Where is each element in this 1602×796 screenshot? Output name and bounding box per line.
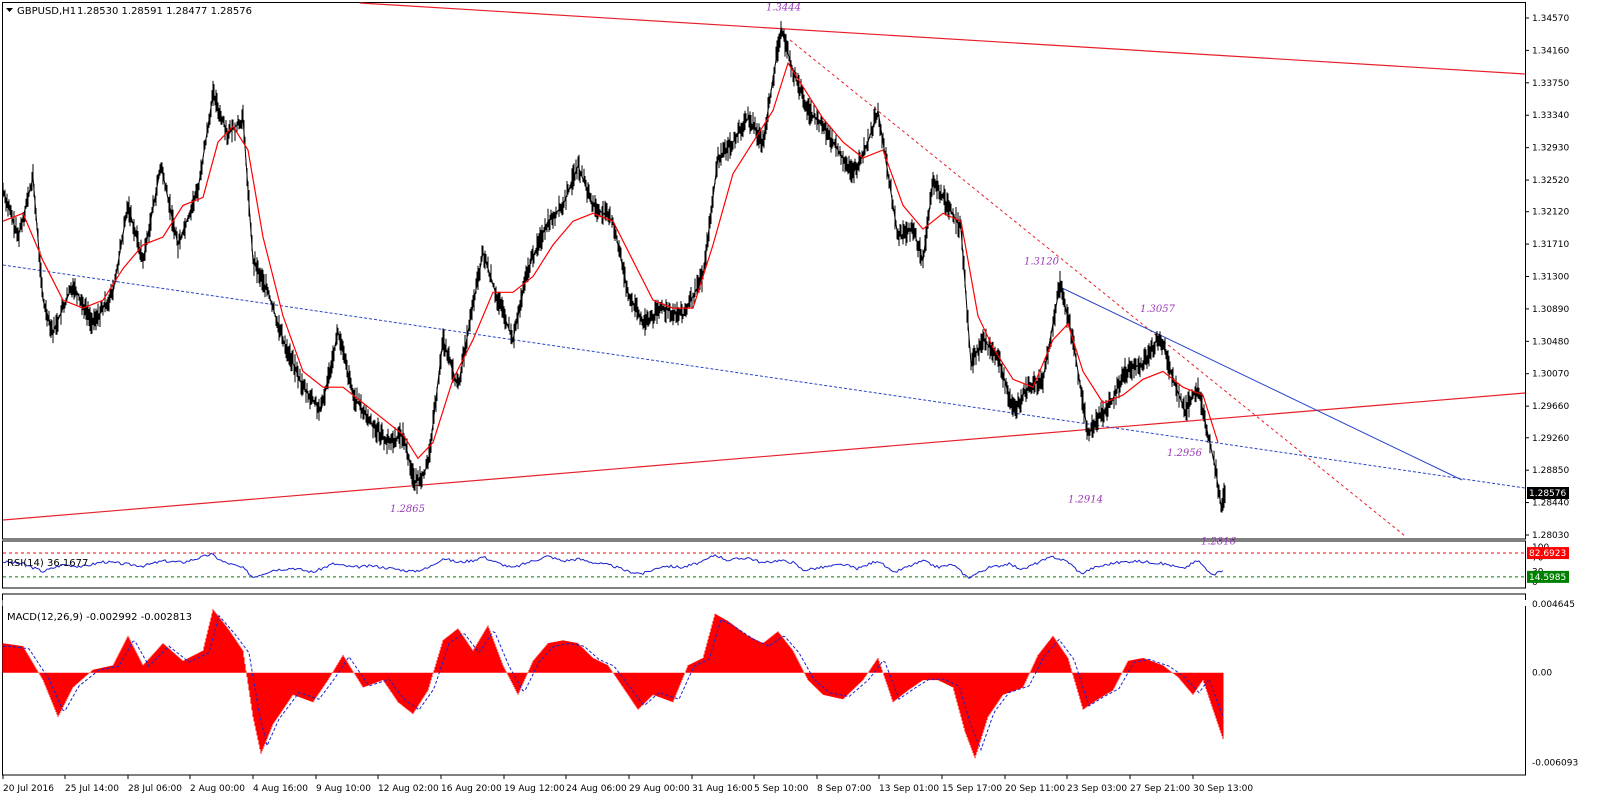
current-price-badge: 1.28576 <box>1527 487 1569 499</box>
time-axis-tick-label: 19 Aug 12:00 <box>504 784 565 794</box>
time-axis: 20 Jul 2016 25 Jul 14:00 28 Jul 06:00 2 Aug… <box>2 775 1253 794</box>
price-line <box>2 28 1226 506</box>
ohlc-readout: 1.28530 1.28591 1.28477 1.28576 <box>77 6 252 17</box>
rsi-line <box>2 552 1224 579</box>
moving-average-line <box>2 61 1219 460</box>
time-axis-tick-label: 5 Sep 10:00 <box>754 784 809 794</box>
price-axis-tick-label: 1.28030 <box>1532 531 1569 541</box>
price-annotation-label: 1.3057 <box>1140 304 1176 315</box>
price-annotation-label: 1.2956 <box>1167 448 1203 459</box>
price-annotation-label: 1.3444 <box>766 2 801 13</box>
price-axis-tick-label: 1.34570 <box>1532 14 1569 24</box>
current-price-text: 1.28576 <box>1529 489 1566 499</box>
price-axis-tick-label: 1.30480 <box>1532 337 1569 347</box>
time-axis-tick-label: 25 Jul 14:00 <box>65 784 119 794</box>
price-annotation-label: 1.2865 <box>390 504 425 515</box>
time-axis-tick-label: 29 Aug 00:00 <box>629 784 690 794</box>
macd-histogram <box>2 609 1224 759</box>
macd-header: MACD(12,26,9) -0.002992 -0.002813 <box>7 612 192 623</box>
time-axis-tick-label: 12 Aug 02:00 <box>378 784 439 794</box>
price-axis-tick-label: 1.28850 <box>1532 466 1569 476</box>
time-axis-tick-label: 31 Aug 16:00 <box>692 784 753 794</box>
price-axis: 1.34570 1.34160 1.33750 1.33340 1.32930 1.325… <box>1525 14 1569 541</box>
macd-pane[interactable] <box>2 593 1526 776</box>
trendlines <box>2 2 1526 537</box>
blue-trendline <box>1059 286 1463 481</box>
symbol-title: GBPUSD,H1 <box>17 6 76 17</box>
price-axis-tick-label: 1.32930 <box>1532 144 1569 154</box>
time-axis-tick-label: 20 Jul 2016 <box>3 784 54 794</box>
time-axis-tick-label: 16 Aug 20:00 <box>441 784 502 794</box>
price-axis-tick-label: 1.33340 <box>1532 111 1569 121</box>
time-axis-tick-label: 27 Sep 21:00 <box>1130 784 1190 794</box>
price-axis-tick-label: 1.34160 <box>1532 46 1569 56</box>
price-header: GBPUSD,H1 1.28530 1.28591 1.28477 1.2857… <box>6 6 252 17</box>
time-axis-tick-label: 28 Jul 06:00 <box>128 784 182 794</box>
price-axis-tick-label: 1.33750 <box>1532 79 1569 89</box>
dashed-blue-trendline <box>2 264 1526 489</box>
time-axis-tick-label: 2 Aug 00:00 <box>190 784 245 794</box>
time-axis-tick-label: 15 Sep 17:00 <box>942 784 1002 794</box>
price-annotation-label: 1.2914 <box>1068 494 1103 505</box>
rsi-pane[interactable] <box>2 540 1526 589</box>
rsi-lower-badge: 14.5985 <box>1527 570 1569 583</box>
rsi-upper-badge: 82.6923 <box>1527 547 1569 560</box>
price-axis-tick-label: 1.31300 <box>1532 273 1569 283</box>
macd-indicator: 0.004645 0.00 -0.006093 <box>2 600 1578 769</box>
time-axis-tick-label: 9 Aug 10:00 <box>316 784 371 794</box>
price-axis-tick-label: 1.28440 <box>1532 499 1569 509</box>
price-axis-tick-label: 1.29260 <box>1532 434 1569 444</box>
rsi-lower-text: 14.5985 <box>1529 573 1566 583</box>
time-axis-tick-label: 4 Aug 16:00 <box>253 784 308 794</box>
time-axis-tick-label: 23 Sep 03:00 <box>1067 784 1127 794</box>
support-line <box>2 392 1526 521</box>
upper-resistance-line <box>359 2 1526 75</box>
price-annotation-label: 1.2816 <box>1201 537 1237 548</box>
macd-axis-tick-label: -0.006093 <box>1532 759 1578 769</box>
macd-axis-tick-label: 0.00 <box>1532 669 1552 679</box>
macd-signal-line <box>3 614 1224 752</box>
price-axis-tick-label: 1.32120 <box>1532 208 1569 218</box>
price-axis-tick-label: 1.29660 <box>1532 402 1569 412</box>
price-series <box>2 21 1226 513</box>
time-axis-tick-label: 24 Aug 06:00 <box>566 784 627 794</box>
price-axis-tick-label: 1.30890 <box>1532 305 1569 315</box>
price-axis-tick-label: 1.31710 <box>1532 240 1569 250</box>
price-axis-tick-label: 1.32520 <box>1532 176 1569 186</box>
price-pane[interactable] <box>2 2 1526 540</box>
macd-axis-tick-label: 0.004645 <box>1532 600 1575 610</box>
time-axis-tick-label: 8 Sep 07:00 <box>817 784 872 794</box>
price-annotation-label: 1.3120 <box>1024 256 1060 267</box>
price-annotations: 1.3444 1.3120 1.3057 1.2865 1.2914 1.2956 1.28… <box>390 2 1237 547</box>
time-axis-tick-label: 20 Sep 11:00 <box>1005 784 1065 794</box>
time-axis-tick-label: 30 Sep 13:00 <box>1193 784 1253 794</box>
dropdown-triangle-icon[interactable] <box>6 8 13 12</box>
rsi-header: RSI(14) 36.1677 <box>7 558 88 569</box>
price-axis-tick-label: 1.30070 <box>1532 370 1569 380</box>
rsi-axis-tick-label: 0 <box>1532 578 1538 588</box>
time-axis-tick-label: 13 Sep 01:00 <box>879 784 939 794</box>
rsi-upper-text: 82.6923 <box>1529 549 1566 559</box>
